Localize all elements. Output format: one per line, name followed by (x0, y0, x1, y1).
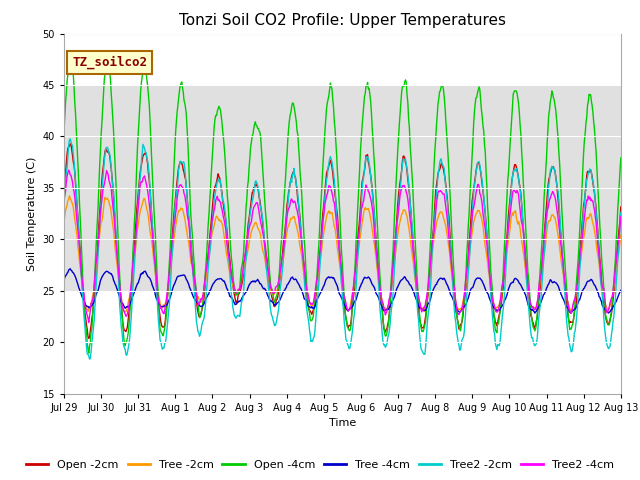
Tree -4cm (411, 293, 419, 299)
Tree2 -4cm (85, 320, 93, 325)
Tree2 -4cm (186, 227, 193, 233)
Open -2cm (428, 245, 436, 251)
Tree -4cm (60, 276, 68, 282)
Tree -2cm (186, 246, 193, 252)
Open -4cm (129, 248, 137, 254)
Tree -2cm (412, 280, 419, 286)
Tree -2cm (215, 217, 223, 223)
Open -4cm (186, 180, 193, 186)
Tree -2cm (60, 219, 68, 225)
Open -4cm (85, 350, 93, 356)
Text: TZ_soilco2: TZ_soilco2 (72, 56, 147, 69)
Open -2cm (71, 170, 79, 176)
Open -2cm (617, 204, 625, 210)
Line: Tree2 -4cm: Tree2 -4cm (64, 170, 621, 323)
Line: Open -2cm: Open -2cm (64, 144, 621, 338)
Bar (64, 188, 621, 291)
Line: Open -4cm: Open -4cm (64, 61, 621, 353)
X-axis label: Time: Time (329, 418, 356, 428)
Open -4cm (412, 246, 419, 252)
Tree -4cm (531, 310, 539, 316)
Tree -2cm (617, 232, 625, 238)
Open -4cm (617, 155, 625, 161)
Line: Tree2 -2cm: Tree2 -2cm (64, 139, 621, 359)
Tree2 -4cm (215, 197, 223, 203)
Line: Tree -4cm: Tree -4cm (64, 269, 621, 313)
Tree -4cm (67, 266, 74, 272)
Tree2 -4cm (412, 270, 419, 276)
Tree2 -2cm (617, 209, 625, 215)
Open -4cm (60, 128, 68, 134)
Tree2 -2cm (71, 170, 79, 176)
Tree2 -2cm (412, 277, 419, 283)
Open -2cm (67, 141, 74, 147)
Tree -2cm (129, 267, 137, 273)
Open -2cm (186, 223, 193, 228)
Open -2cm (85, 336, 93, 341)
Tree -4cm (128, 295, 136, 300)
Tree2 -2cm (129, 285, 137, 291)
Tree -2cm (65, 193, 73, 199)
Tree -2cm (428, 257, 436, 263)
Title: Tonzi Soil CO2 Profile: Upper Temperatures: Tonzi Soil CO2 Profile: Upper Temperatur… (179, 13, 506, 28)
Tree2 -2cm (215, 176, 223, 182)
Open -4cm (215, 103, 223, 109)
Open -4cm (70, 85, 78, 91)
Legend: Open -2cm, Tree -2cm, Open -4cm, Tree -4cm, Tree2 -2cm, Tree2 -4cm: Open -2cm, Tree -2cm, Open -4cm, Tree -4… (22, 456, 618, 474)
Tree2 -4cm (71, 195, 79, 201)
Tree -4cm (617, 288, 625, 293)
Tree2 -4cm (60, 196, 68, 202)
Tree2 -4cm (428, 244, 436, 250)
Line: Tree -2cm: Tree -2cm (64, 196, 621, 312)
Tree -4cm (428, 294, 435, 300)
Bar (64, 85, 621, 188)
Tree2 -2cm (67, 136, 74, 142)
Tree -2cm (122, 309, 129, 315)
Tree -2cm (71, 217, 79, 223)
Tree -4cm (185, 281, 193, 287)
Tree2 -4cm (617, 214, 625, 219)
Tree2 -2cm (186, 220, 193, 226)
Tree2 -4cm (129, 261, 137, 266)
Open -4cm (104, 59, 111, 64)
Y-axis label: Soil Temperature (C): Soil Temperature (C) (27, 156, 37, 271)
Open -2cm (60, 188, 68, 194)
Tree2 -2cm (428, 254, 436, 260)
Open -2cm (412, 272, 419, 278)
Tree -4cm (71, 273, 79, 278)
Tree -4cm (214, 276, 222, 282)
Tree2 -2cm (60, 205, 68, 211)
Tree2 -4cm (65, 167, 72, 173)
Open -2cm (215, 174, 223, 180)
Open -4cm (428, 215, 436, 220)
Tree2 -2cm (86, 356, 93, 362)
Open -2cm (129, 267, 137, 273)
